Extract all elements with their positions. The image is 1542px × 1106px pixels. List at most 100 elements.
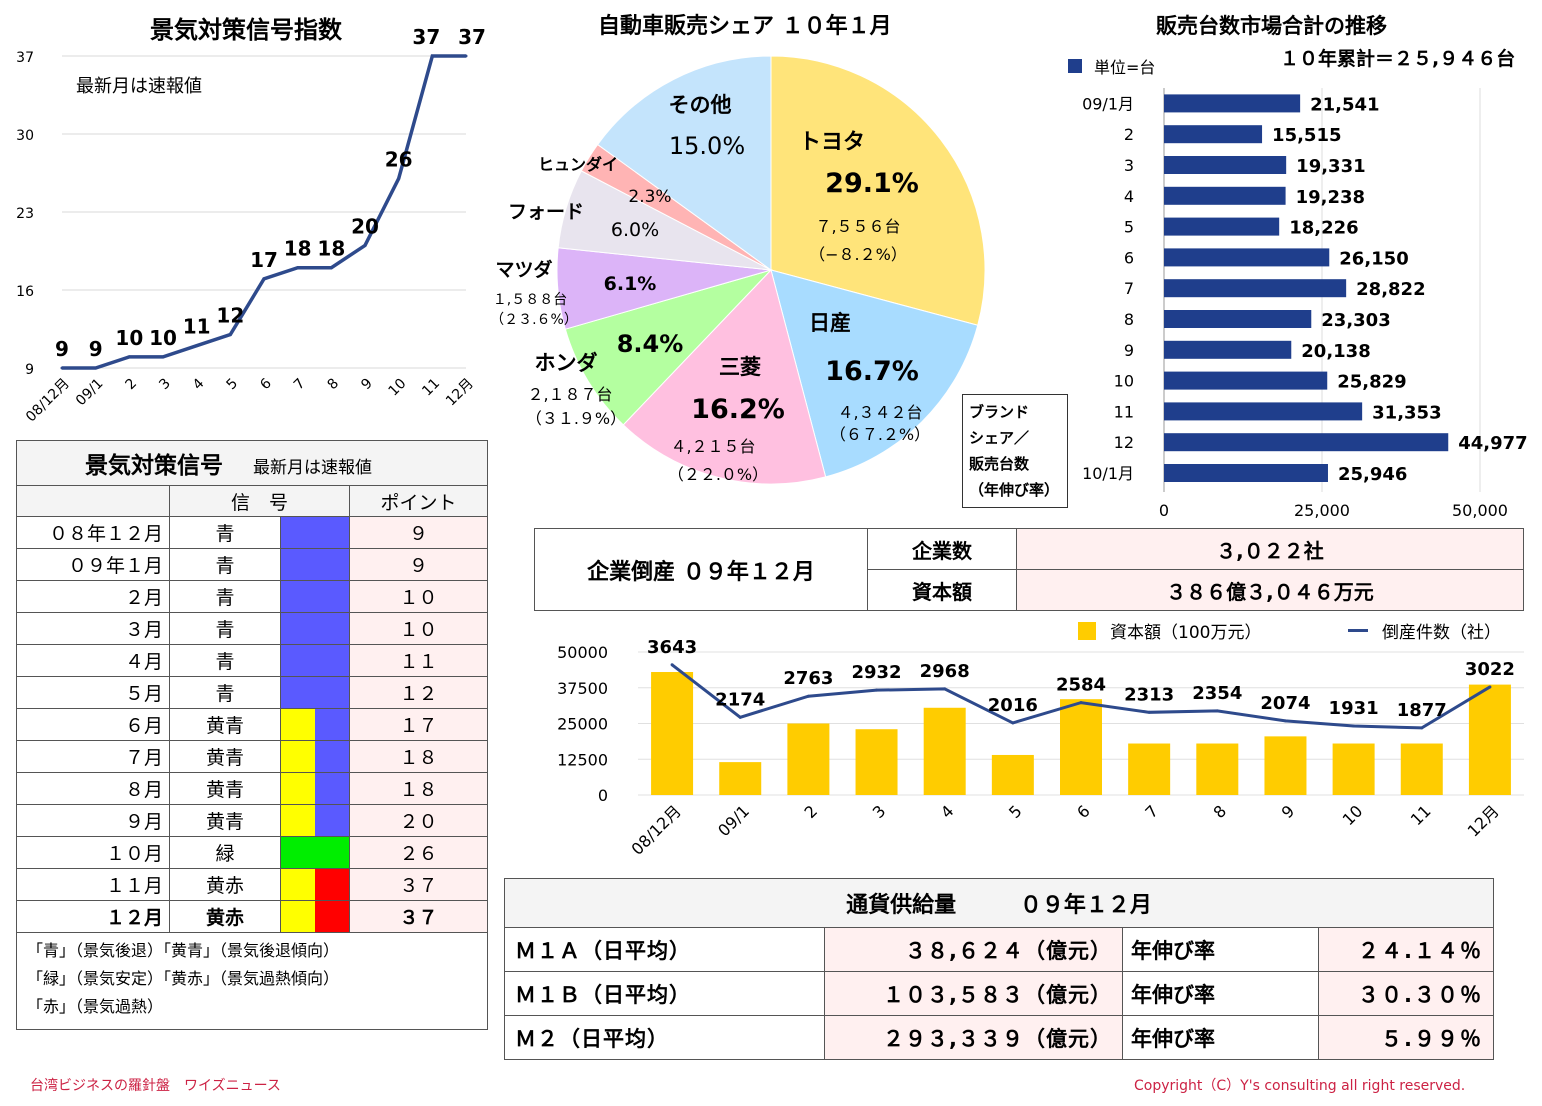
bar	[1164, 464, 1328, 482]
signal-row-name: 黄青	[169, 772, 281, 805]
signal-color-swatch	[281, 645, 349, 676]
bar-value-label: 18,226	[1289, 218, 1358, 239]
signal-color-swatch	[281, 869, 315, 900]
signal-row: １２月 黄赤 ３７	[16, 900, 488, 933]
signal-row-color	[280, 580, 350, 613]
signal-color-box	[281, 613, 349, 644]
x-tick-label: 2	[123, 376, 141, 394]
data-label: 2354	[1192, 683, 1242, 704]
data-label: 1931	[1329, 698, 1379, 719]
money-supply-title: 通貨供給量	[846, 893, 957, 918]
money-supply-period: ０９年１２月	[1019, 893, 1152, 918]
money-value: ２９３,３３９（億元）	[824, 1015, 1123, 1060]
pie-slice-pct: 15.0%	[669, 132, 745, 160]
capital-label: 資本額	[867, 569, 1017, 611]
bar	[1400, 743, 1443, 795]
data-point	[1352, 724, 1356, 728]
data-point	[1147, 710, 1151, 714]
signal-row-point: ２６	[349, 836, 488, 869]
signal-row-month: ８月	[16, 772, 170, 805]
bar	[1060, 699, 1102, 795]
data-label: 2074	[1260, 693, 1310, 714]
pie-legend-line: シェア／	[969, 429, 1030, 447]
pie-slice-pct: 2.3%	[628, 187, 671, 207]
signal-row-month: ６月	[16, 708, 170, 741]
pie-slice-name: ヒュンダイ	[538, 155, 618, 174]
combo-legend-bar: 資本額（100万元）	[1078, 618, 1261, 643]
category-label: 12	[1114, 433, 1134, 452]
category-label: 10/1月	[1082, 464, 1134, 483]
money-name: Ｍ１Ａ（日平均）	[504, 927, 825, 972]
data-label: 37	[412, 25, 440, 49]
point-col-header: ポイント	[349, 485, 488, 517]
category-label: 4	[1124, 187, 1134, 206]
combo-legend-line: 倒産件数（社）	[1348, 618, 1501, 643]
pie-slice	[770, 269, 979, 478]
data-label: 18	[284, 237, 312, 261]
x-tick-label: 3	[869, 801, 890, 822]
combo-legend-line-label: 倒産件数（社）	[1382, 623, 1501, 643]
signal-legend-line: 「青」（景気後退）「黄青」（景気後退傾向）	[27, 941, 340, 960]
signal-row-point: ３７	[349, 900, 488, 933]
signal-row-color	[280, 836, 350, 869]
sales-total-note: １０年累計＝２５,９４６台	[1280, 48, 1516, 70]
money-supply-row: Ｍ１Ｂ（日平均） １０３,５８３（億元） 年伸び率 ３０.３０％	[504, 971, 1494, 1016]
combo-legend-bar-label: 資本額（100万元）	[1110, 623, 1262, 643]
x-tick-label: 9	[1278, 801, 1299, 822]
signal-row: ４月青 １１	[16, 644, 488, 677]
y-tick-label: 25000	[557, 715, 608, 734]
bar	[1164, 186, 1286, 205]
signal-legend-line: 「緑」（景気安定）「黄赤」（景気過熱傾向）	[27, 969, 340, 988]
pie-slice	[564, 269, 773, 426]
signal-color-box	[281, 773, 349, 804]
data-point	[738, 715, 742, 719]
bar	[651, 672, 694, 795]
pie-slice-units: ４,３４２台	[837, 403, 922, 422]
bar-value-label: 31,353	[1372, 402, 1441, 423]
signal-row-point: １７	[349, 708, 488, 741]
signal-index-chart: 景気対策信号指数 最新月は速報値 9 16 23 30 37 9 9 10 10 11 12 17 18…	[0, 0, 500, 440]
companies-value: ３,０２２社	[1016, 528, 1524, 570]
signal-row-color	[280, 644, 350, 677]
bar	[1164, 310, 1312, 328]
bankruptcy-chart: 資本額（100万元） 倒産件数（社） 50000 37500 25000 12500 0…	[530, 612, 1542, 884]
data-label: 2313	[1124, 684, 1174, 705]
data-point	[1011, 721, 1015, 725]
signal-color-swatch	[315, 869, 349, 900]
pie-slice	[596, 55, 772, 271]
bar-value-label: 19,238	[1296, 187, 1365, 208]
signal-row-name: 青	[169, 548, 281, 581]
y-tick-label: 16	[16, 284, 34, 300]
signal-row-color	[280, 868, 350, 901]
bar	[1164, 248, 1330, 267]
pie-slice-units: ７,５５６台	[815, 217, 900, 236]
signal-legend-line: 「赤」（景気過熱）	[27, 997, 164, 1016]
bar-value-label: 25,946	[1338, 464, 1407, 485]
signal-row-month: ３月	[16, 612, 170, 645]
money-supply-table: 通貨供給量 ０９年１２月 Ｍ１Ａ（日平均） ３８,６２４（億元） 年伸び率 ２４.１４…	[504, 878, 1494, 1060]
signal-color-box	[281, 869, 349, 900]
y-tick-label: 50000	[557, 643, 608, 662]
category-label: 09/1月	[1082, 94, 1134, 113]
signal-row-point: ９	[349, 516, 488, 549]
pie-slice	[622, 269, 827, 485]
sales-legend-swatch	[1068, 59, 1082, 73]
pie-legend-line: （年伸び率）	[969, 481, 1060, 499]
signal-row-name: 黄青	[169, 708, 281, 741]
signal-row-name: 黄青	[169, 804, 281, 837]
bar-value-label: 26,150	[1339, 248, 1408, 269]
sales-legend-label: 単位=台	[1094, 58, 1156, 77]
x-tick-label: 7	[291, 376, 309, 394]
bar	[719, 762, 762, 795]
x-tick-label: 08/12月	[628, 801, 685, 858]
bar	[923, 707, 966, 795]
sales-legend: 単位=台	[1068, 54, 1155, 78]
category-label: 11	[1114, 402, 1134, 421]
category-label: 2	[1124, 125, 1134, 144]
x-tick-label: 08/12月	[23, 376, 73, 426]
money-supply-row: Ｍ２（日平均） ２９３,３３９（億元） 年伸び率 ５.９９％	[504, 1015, 1494, 1060]
pie-slice-units: ２,１８７台	[527, 385, 612, 404]
pie-slice-name: 日産	[809, 311, 851, 335]
signal-row: ８月 黄青 １８	[16, 772, 488, 805]
data-label: 12	[216, 304, 244, 328]
